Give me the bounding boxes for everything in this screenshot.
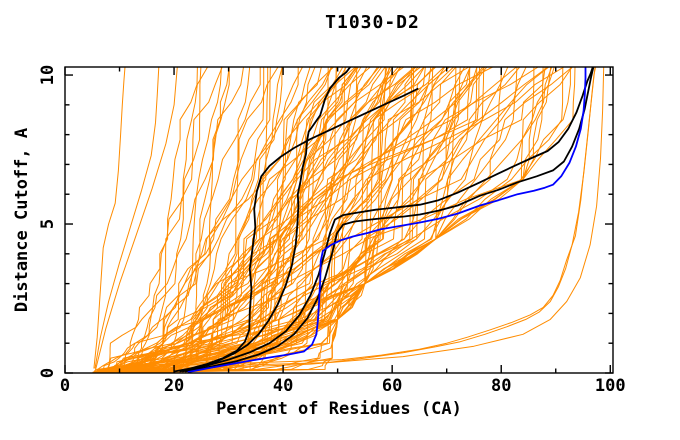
x-tick-label: 20 (164, 376, 184, 396)
orange-left-2 (94, 67, 160, 369)
ensemble-curve (95, 67, 230, 373)
ensemble-curve (99, 67, 481, 373)
ensemble-curve (93, 67, 202, 373)
y-tick-label: 5 (38, 219, 58, 229)
ensemble-curve (99, 67, 419, 373)
chart-title: T1030-D2 (325, 12, 420, 33)
ensemble-curve (103, 67, 550, 373)
highlight-curves (173, 67, 595, 373)
highlight-black-1 (173, 87, 419, 373)
ensemble-curve (98, 67, 471, 373)
highlight-black-3 (181, 67, 594, 373)
orange-right-2 (97, 67, 597, 372)
ensemble-curve (94, 67, 382, 373)
ensemble-curve (94, 67, 283, 373)
axis-tick-labels: 0 20 40 60 80 100 0 5 10 (38, 65, 626, 396)
highlight-black-4 (184, 67, 595, 373)
orange-right-3 (97, 67, 605, 372)
ensemble-curves (92, 67, 576, 373)
ensemble-curve (97, 67, 466, 373)
ensemble-curve (93, 67, 223, 373)
ensemble-curve (104, 67, 573, 373)
ensemble-curve (93, 67, 271, 373)
ensemble-curve (104, 67, 371, 373)
ensemble-curve (98, 67, 518, 373)
ensemble-curve (92, 67, 450, 373)
ensemble-curve (93, 67, 352, 373)
x-axis-label: Percent of Residues (CA) (216, 399, 462, 419)
x-tick-label: 0 (60, 376, 70, 396)
ensemble-curve (103, 67, 509, 373)
ensemble-curve (100, 67, 535, 373)
curves-layer (92, 67, 605, 373)
reference-blue (187, 67, 587, 373)
ensemble-curve (95, 67, 303, 373)
orange-left-1 (93, 67, 126, 369)
y-tick-label: 0 (38, 368, 58, 378)
y-tick-label: 10 (38, 65, 58, 85)
ensemble-curve (102, 67, 279, 373)
axis-ticks (64, 67, 613, 374)
ensemble-curve (103, 67, 230, 373)
ensemble-curve (95, 67, 299, 373)
outlier-curves (93, 67, 605, 372)
orange-left-3 (95, 67, 178, 371)
ensemble-curve (94, 67, 198, 373)
ensemble-curve (99, 67, 573, 373)
x-tick-label: 60 (382, 376, 402, 396)
ensemble-curve (96, 67, 346, 373)
x-tick-label: 80 (491, 376, 511, 396)
plot-border (64, 66, 614, 374)
x-tick-label: 100 (595, 376, 626, 396)
ensemble-curve (105, 67, 269, 373)
ensemble-curve (105, 67, 527, 373)
highlight-black-2 (179, 67, 351, 373)
ensemble-curve (93, 67, 413, 373)
ensemble-curve (102, 67, 417, 373)
ensemble-curve (104, 67, 390, 373)
x-tick-label: 40 (273, 376, 293, 396)
